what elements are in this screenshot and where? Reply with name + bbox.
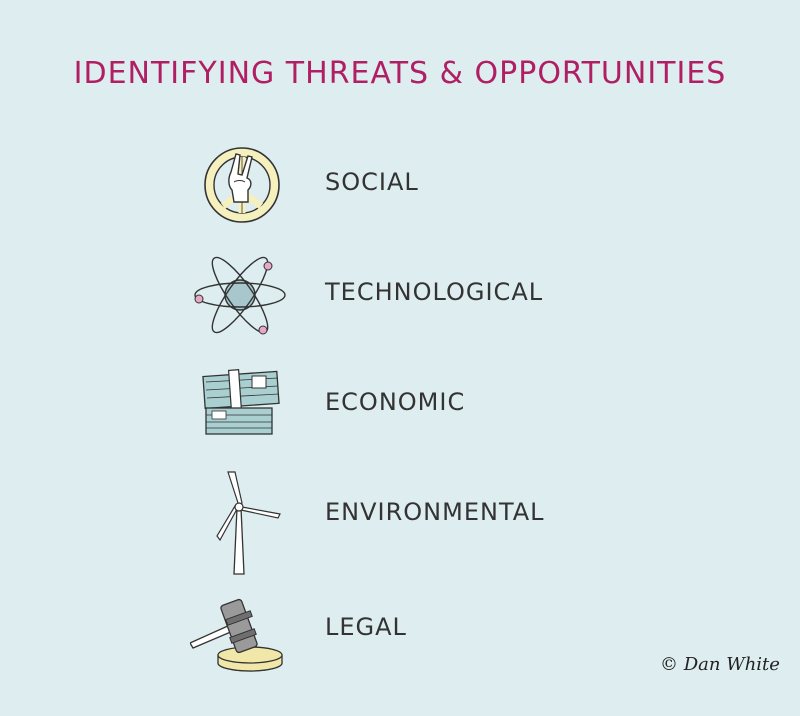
money-stack-icon bbox=[190, 360, 290, 450]
author-credit: © Dan White bbox=[660, 654, 780, 675]
item-label-legal: LEGAL bbox=[325, 613, 407, 641]
item-label-technological: TECHNOLOGICAL bbox=[325, 278, 544, 306]
list-item-technological: TECHNOLOGICAL bbox=[190, 250, 610, 340]
list-item-economic: ECONOMIC bbox=[190, 360, 610, 450]
item-label-environmental: ENVIRONMENTAL bbox=[325, 498, 545, 526]
item-label-economic: ECONOMIC bbox=[325, 388, 466, 416]
wind-turbine-icon bbox=[190, 470, 290, 580]
item-label-social: SOCIAL bbox=[325, 168, 419, 196]
list-item-social: SOCIAL bbox=[190, 140, 610, 230]
page-title: IDENTIFYING THREATS & OPPORTUNITIES bbox=[73, 56, 727, 91]
atom-icon bbox=[190, 250, 290, 340]
gavel-icon bbox=[189, 585, 290, 675]
list-item-legal: LEGAL bbox=[189, 585, 610, 675]
list-item-environmental: ENVIRONMENTAL bbox=[190, 470, 610, 575]
peace-hand-icon bbox=[190, 140, 290, 230]
